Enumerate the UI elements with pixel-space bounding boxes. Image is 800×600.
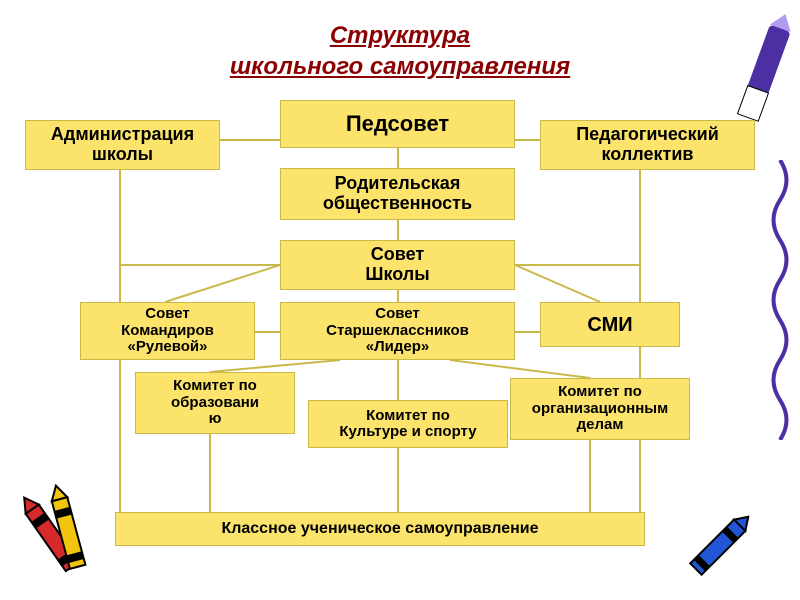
node-org: Комитет поорганизационнымделам bbox=[510, 378, 690, 440]
crayons-icon bbox=[5, 475, 125, 595]
node-admin: Администрацияшколы bbox=[25, 120, 220, 170]
node-pedsovet: Педсовет bbox=[280, 100, 515, 148]
node-class_gov: Классное ученическое самоуправление bbox=[115, 512, 645, 546]
node-edu: Комитет пообразованию bbox=[135, 372, 295, 434]
node-parents: Родительскаяобщественность bbox=[280, 168, 515, 220]
node-lider: СоветСтаршеклассников«Лидер» bbox=[280, 302, 515, 360]
crayon-blue-icon bbox=[670, 505, 760, 595]
node-smi: СМИ bbox=[540, 302, 680, 347]
page-title: Структура школьного самоуправления bbox=[230, 20, 570, 82]
node-rulevoy: СоветКомандиров«Рулевой» bbox=[80, 302, 255, 360]
squiggle-icon bbox=[765, 160, 795, 440]
node-sovet_school: СоветШколы bbox=[280, 240, 515, 290]
node-pedkol: Педагогическийколлектив bbox=[540, 120, 755, 170]
title-line2: школьного самоуправления bbox=[230, 53, 570, 80]
title-line1: Структура bbox=[330, 22, 470, 49]
node-culture: Комитет поКультуре и спорту bbox=[308, 400, 508, 448]
